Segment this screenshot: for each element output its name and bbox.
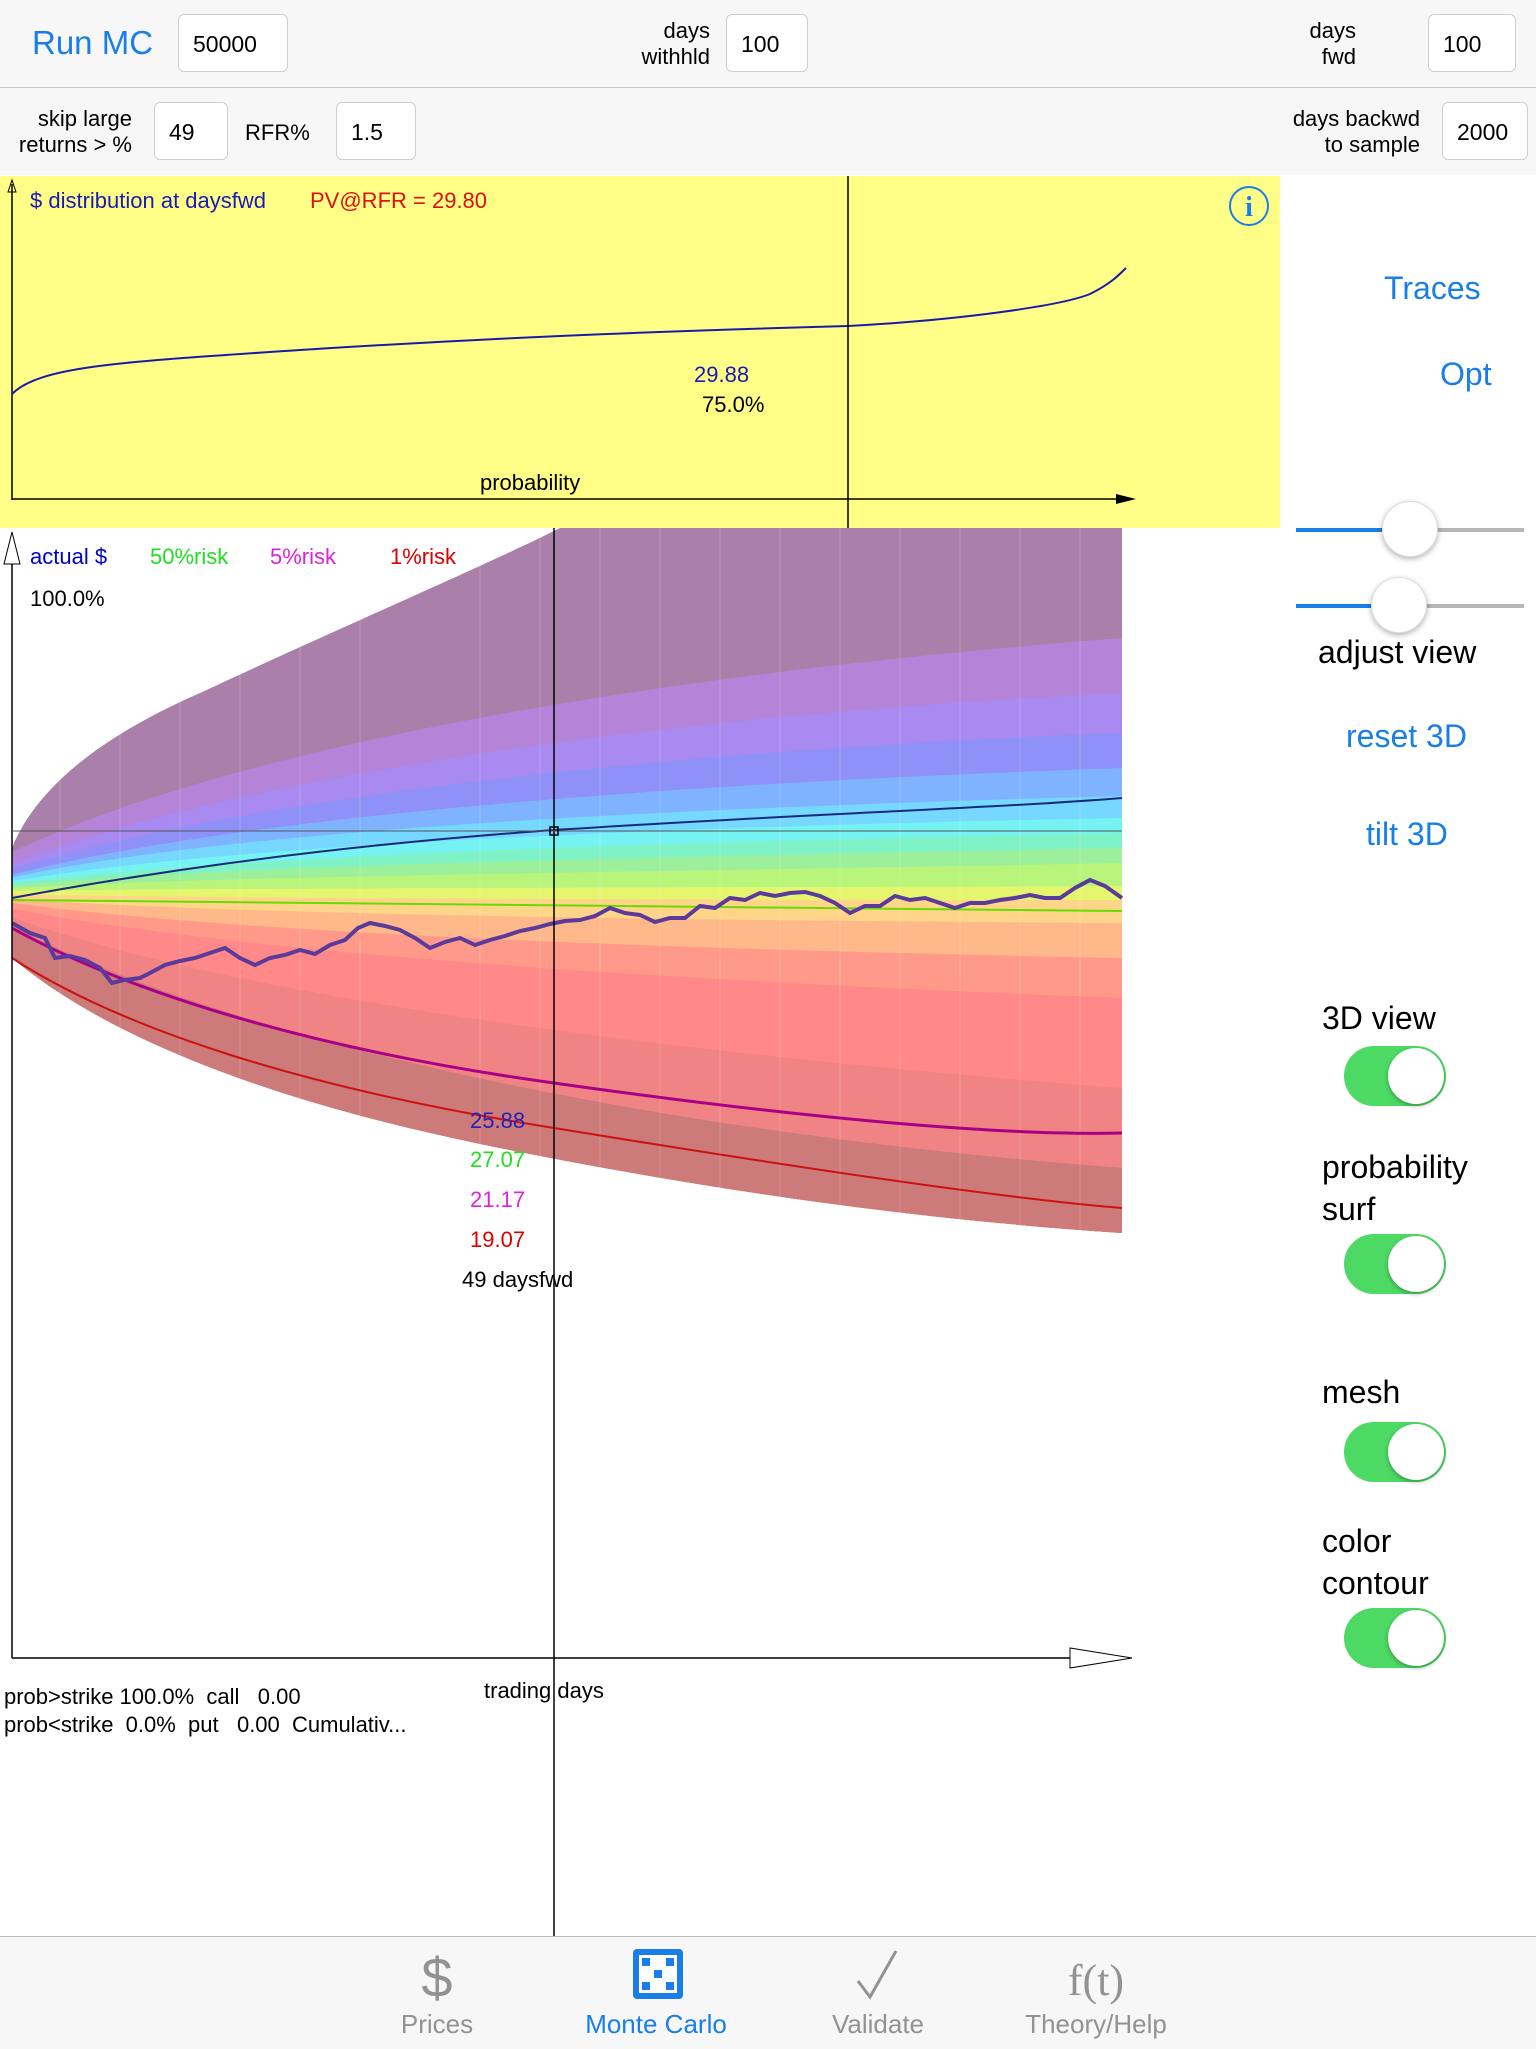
function-icon: f(t) — [1068, 1956, 1124, 2005]
tab-validate[interactable]: Validate — [778, 1937, 978, 2049]
view-3d-toggle[interactable] — [1344, 1046, 1446, 1106]
top-percent-label: 100.0% — [30, 586, 105, 611]
svg-text:$: $ — [421, 1946, 452, 2005]
readout-actual: 25.88 — [470, 1108, 526, 1133]
probability-surf-label: probability surf — [1322, 1149, 1468, 1227]
mesh-toggle[interactable] — [1344, 1422, 1446, 1482]
tab-prices[interactable]: $ Prices — [337, 1937, 537, 2049]
view-slider-2-thumb[interactable] — [1370, 577, 1427, 633]
readout-50-risk: 27.07 — [470, 1147, 526, 1172]
legend-actual: actual $ — [30, 544, 108, 569]
view-slider-1[interactable] — [1296, 501, 1524, 557]
tab-monte-carlo-label: Monte Carlo — [585, 2009, 727, 2039]
distribution-curve — [11, 267, 1127, 395]
rfr-label: RFR% — [245, 120, 310, 145]
mesh-toggle-knob — [1388, 1424, 1444, 1480]
color-contour-toggle-knob — [1388, 1610, 1444, 1666]
days-withhld-label: days withhld — [641, 18, 710, 69]
days-fwd-input[interactable]: 100 — [1428, 14, 1516, 72]
reset-3d-button[interactable]: reset 3D — [1346, 718, 1467, 754]
tab-prices-label: Prices — [400, 2009, 474, 2039]
pv-rfr-text: PV@RFR = 29.80 — [310, 188, 488, 213]
dollar-icon: $ — [421, 1946, 452, 2005]
tab-validate-label: Validate — [831, 2009, 925, 2039]
distribution-chart: i $ distribution at daysfwd PV@RFR = 29.… — [0, 176, 1280, 528]
view-slider-1-fill — [1296, 528, 1410, 532]
svg-text:f(t): f(t) — [1068, 1956, 1124, 2005]
days-fwd-label: days fwd — [1309, 18, 1356, 69]
monte-carlo-chart — [3, 528, 1133, 1936]
checkmark-icon — [856, 1950, 898, 2000]
color-contour-toggle[interactable] — [1344, 1608, 1446, 1668]
mc-y-arrow — [3, 531, 21, 565]
days-backwd-input[interactable]: 2000 — [1442, 102, 1528, 160]
mc-x-arrow — [1069, 1647, 1133, 1669]
distribution-chart-svg: i — [7, 176, 1269, 528]
legend-1-risk: 1%risk — [390, 544, 457, 569]
view-slider-1-thumb[interactable] — [1382, 501, 1438, 557]
mc-cursor-marker — [549, 826, 559, 836]
view-slider-2[interactable] — [1296, 577, 1524, 633]
probability-surf-toggle[interactable] — [1344, 1234, 1446, 1294]
tab-theory-help-label: Theory/Help — [1025, 2009, 1167, 2039]
actual-price-trace — [11, 877, 1124, 986]
view-3d-label: 3D view — [1322, 1000, 1436, 1036]
probability-surf-toggle-knob — [1388, 1236, 1444, 1292]
top-toolbar: Run MC 50000 days withhld 100 days fwd 1… — [0, 0, 1536, 88]
dice-icon — [633, 1949, 683, 1999]
view-slider-2-fill — [1296, 604, 1399, 608]
days-backwd-label: days backwd to sample — [1292, 106, 1420, 157]
mesh-label: mesh — [1322, 1374, 1401, 1410]
info-icon[interactable] — [1229, 186, 1269, 226]
opt-button[interactable]: Opt — [1440, 356, 1492, 392]
prob-above-strike: prob>strike 100.0% call 0.00 — [4, 1684, 301, 1709]
days-withhld-input[interactable]: 100 — [726, 14, 808, 72]
days-fwd-readout: 49 daysfwd — [462, 1267, 574, 1292]
second-toolbar: skip large returns > % 49 RFR% 1.5 days … — [0, 88, 1536, 175]
adjust-view-label: adjust view — [1318, 634, 1477, 670]
readout-5-risk: 21.17 — [470, 1187, 526, 1212]
tab-monte-carlo[interactable]: Monte Carlo — [556, 1937, 756, 2049]
view-3d-toggle-knob — [1388, 1048, 1444, 1104]
skip-large-label: skip large returns > % — [18, 106, 132, 157]
traces-button[interactable]: Traces — [1384, 270, 1481, 306]
skip-input[interactable]: 49 — [154, 102, 228, 160]
dist-xlabel: probability — [480, 470, 581, 495]
dist-y-arrow — [7, 178, 17, 193]
tab-theory-help[interactable]: f(t) Theory/Help — [996, 1937, 1196, 2049]
info-icon-glyph: i — [1245, 192, 1253, 223]
runs-input[interactable]: 50000 — [178, 14, 288, 72]
tab-bar: $ Prices Monte Carlo Validate f(t) Theor… — [0, 1936, 1536, 2049]
mc-xlabel: trading days — [484, 1678, 604, 1703]
color-contour-label: color contour — [1322, 1523, 1429, 1601]
legend-50-risk: 50%risk — [150, 544, 229, 569]
prob-below-strike: prob<strike 0.0% put 0.00 Cumulativ... — [4, 1712, 407, 1737]
readout-1-risk: 19.07 — [470, 1227, 526, 1252]
run-mc-button[interactable]: Run MC — [32, 24, 154, 61]
rfr-input[interactable]: 1.5 — [336, 102, 416, 160]
dist-title: $ distribution at daysfwd — [30, 188, 267, 213]
probability-fan — [12, 528, 1122, 1233]
dist-x-arrow — [1116, 494, 1136, 504]
dist-prob-label: 75.0% — [702, 392, 765, 417]
tilt-3d-button[interactable]: tilt 3D — [1366, 816, 1448, 852]
mesh-lines — [59, 528, 1081, 1248]
legend-5-risk: 5%risk — [270, 544, 337, 569]
dist-value-label: 29.88 — [694, 362, 750, 387]
